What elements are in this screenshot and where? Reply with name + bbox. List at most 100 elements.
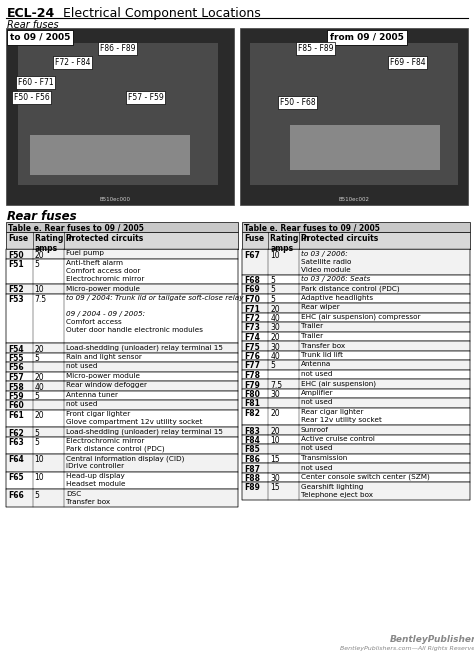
Bar bbox=[242, 444, 470, 453]
Text: BentleyPublishers.: BentleyPublishers. bbox=[390, 635, 474, 644]
Text: not used: not used bbox=[301, 465, 332, 470]
Text: F77: F77 bbox=[244, 361, 260, 370]
Bar bbox=[6, 381, 238, 390]
Text: 20: 20 bbox=[35, 345, 44, 353]
Bar bbox=[290, 125, 440, 170]
Bar bbox=[242, 351, 470, 360]
Bar bbox=[240, 28, 468, 205]
Text: Front cigar lighter: Front cigar lighter bbox=[66, 411, 130, 417]
Bar bbox=[242, 472, 470, 482]
Bar bbox=[6, 353, 238, 362]
Text: 30: 30 bbox=[270, 474, 280, 483]
Text: 10: 10 bbox=[270, 251, 280, 259]
Text: Fuel pump: Fuel pump bbox=[66, 251, 104, 257]
Text: Rear cigar lighter: Rear cigar lighter bbox=[301, 409, 364, 415]
Text: F89: F89 bbox=[244, 484, 260, 492]
Bar bbox=[6, 427, 238, 436]
Text: B510ec002: B510ec002 bbox=[338, 197, 370, 202]
Text: F75: F75 bbox=[244, 343, 260, 351]
Text: ECL-24: ECL-24 bbox=[7, 7, 55, 20]
Bar bbox=[6, 249, 238, 259]
Bar bbox=[242, 322, 470, 332]
Text: Transfer box: Transfer box bbox=[301, 343, 345, 349]
Text: F83: F83 bbox=[244, 426, 260, 436]
Text: Transfer box: Transfer box bbox=[66, 499, 110, 505]
Text: Load-shedding (unloader) relay terminal 15: Load-shedding (unloader) relay terminal … bbox=[66, 428, 223, 435]
Text: Table e. Rear fuses to 09 / 2005: Table e. Rear fuses to 09 / 2005 bbox=[8, 224, 144, 232]
Text: Table e. Rear fuses to 09 / 2005: Table e. Rear fuses to 09 / 2005 bbox=[244, 224, 380, 232]
Text: Gearshift lighting: Gearshift lighting bbox=[301, 484, 364, 490]
Bar bbox=[6, 362, 238, 372]
Text: F88: F88 bbox=[244, 474, 260, 483]
Text: Fuse: Fuse bbox=[244, 234, 264, 243]
Text: Center console switch center (SZM): Center console switch center (SZM) bbox=[301, 474, 430, 480]
Text: Telephone eject box: Telephone eject box bbox=[301, 492, 373, 497]
Text: 15: 15 bbox=[270, 455, 280, 464]
Text: F80: F80 bbox=[244, 390, 260, 399]
Bar bbox=[6, 259, 238, 284]
Text: F85 - F89: F85 - F89 bbox=[298, 44, 334, 53]
Bar bbox=[6, 222, 238, 232]
Bar bbox=[6, 400, 238, 409]
Bar bbox=[242, 274, 470, 284]
Bar bbox=[242, 379, 470, 388]
Text: 40: 40 bbox=[270, 314, 280, 323]
Text: 7.5: 7.5 bbox=[270, 380, 283, 390]
Bar bbox=[6, 284, 238, 293]
Bar bbox=[6, 28, 234, 205]
Text: Protected circuits: Protected circuits bbox=[301, 234, 378, 243]
Bar bbox=[6, 390, 238, 400]
Text: F72: F72 bbox=[244, 314, 260, 323]
Bar bbox=[242, 313, 470, 322]
Text: Fuse: Fuse bbox=[8, 234, 28, 243]
Text: from 09 / 2005: from 09 / 2005 bbox=[330, 33, 404, 42]
Text: Micro-power module: Micro-power module bbox=[66, 373, 140, 379]
Text: Amplifier: Amplifier bbox=[301, 390, 334, 396]
Text: F73: F73 bbox=[244, 324, 260, 332]
Text: Trunk lid lift: Trunk lid lift bbox=[301, 352, 343, 358]
Text: Rear wiper: Rear wiper bbox=[301, 305, 340, 311]
Text: F55: F55 bbox=[8, 354, 24, 363]
Text: Anti-theft alarm: Anti-theft alarm bbox=[66, 260, 123, 266]
Bar bbox=[6, 293, 238, 343]
Text: 5: 5 bbox=[35, 260, 39, 269]
Text: F54: F54 bbox=[8, 345, 24, 353]
Text: 5: 5 bbox=[35, 428, 39, 438]
Bar bbox=[242, 360, 470, 370]
Bar bbox=[242, 388, 470, 398]
Text: 10: 10 bbox=[35, 473, 44, 482]
Bar bbox=[6, 472, 238, 489]
Text: F58: F58 bbox=[8, 382, 24, 392]
Text: Active cruise control: Active cruise control bbox=[301, 436, 375, 442]
Text: F67: F67 bbox=[244, 251, 260, 259]
Text: not used: not used bbox=[66, 363, 98, 370]
Text: Sunroof: Sunroof bbox=[301, 426, 329, 432]
Bar bbox=[242, 463, 470, 472]
Text: Antenna: Antenna bbox=[301, 361, 331, 368]
Text: Park distance control (PDC): Park distance control (PDC) bbox=[301, 286, 400, 292]
Text: Load-shedding (unloader) relay terminal 15: Load-shedding (unloader) relay terminal … bbox=[66, 345, 223, 351]
Text: Micro-power module: Micro-power module bbox=[66, 286, 140, 291]
Text: F52: F52 bbox=[8, 286, 24, 295]
Text: Central information display (CID): Central information display (CID) bbox=[66, 455, 184, 462]
Bar bbox=[6, 343, 238, 353]
Bar bbox=[242, 482, 470, 499]
Text: F69: F69 bbox=[244, 286, 260, 295]
Text: Electrochromic mirror: Electrochromic mirror bbox=[66, 438, 145, 444]
Text: Rear fuses: Rear fuses bbox=[7, 20, 59, 30]
Bar bbox=[250, 43, 458, 185]
Bar bbox=[6, 232, 238, 249]
Text: F50 - F68: F50 - F68 bbox=[280, 98, 316, 107]
Text: 5: 5 bbox=[35, 392, 39, 401]
Bar bbox=[6, 372, 238, 381]
Text: F57 - F59: F57 - F59 bbox=[128, 93, 164, 102]
Text: 20: 20 bbox=[270, 426, 280, 436]
Bar bbox=[242, 232, 470, 249]
Text: F63: F63 bbox=[8, 438, 24, 447]
Bar bbox=[6, 409, 238, 427]
Text: Comfort access door: Comfort access door bbox=[66, 268, 140, 274]
Text: 20: 20 bbox=[270, 333, 280, 342]
Text: Electrochromic mirror: Electrochromic mirror bbox=[66, 276, 145, 282]
Text: 40: 40 bbox=[270, 352, 280, 361]
Text: B510ec000: B510ec000 bbox=[100, 197, 130, 202]
